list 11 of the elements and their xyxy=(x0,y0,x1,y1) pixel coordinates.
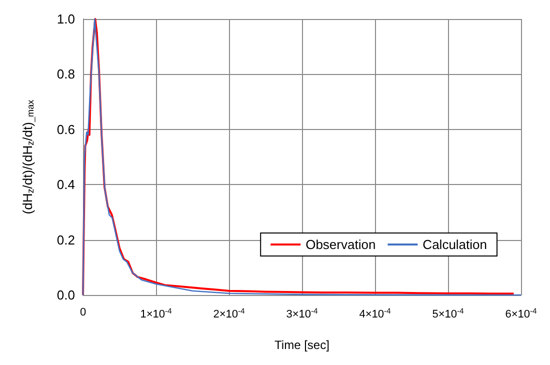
y-tick-label: 0.0 xyxy=(56,288,75,302)
y-tick-label: 0.8 xyxy=(56,66,75,82)
y-axis-title: (dHz/dt)/(dHz/dt)_max xyxy=(20,99,36,214)
legend-label: Observation xyxy=(306,237,376,252)
y-tick-label: 0.6 xyxy=(56,122,75,137)
y-tick-label: 0.4 xyxy=(56,177,75,192)
legend-label: Calculation xyxy=(422,237,488,252)
x-axis-title: Time [sec] xyxy=(274,338,330,352)
y-tick-label: 1.0 xyxy=(56,12,75,26)
x-tick-label: 0 xyxy=(80,306,86,318)
y-tick-label: 0.2 xyxy=(56,232,75,248)
